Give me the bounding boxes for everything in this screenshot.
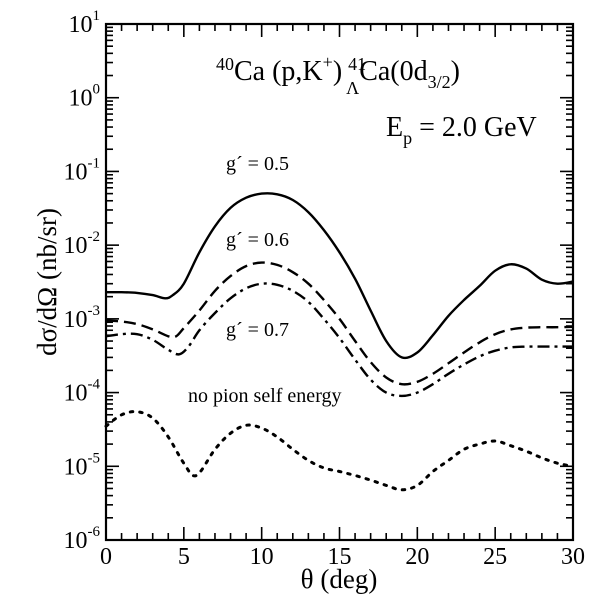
y-tick-label: 10-6 bbox=[64, 524, 101, 554]
y-tick-exponent: -3 bbox=[88, 303, 101, 319]
energy-symbol: E bbox=[386, 112, 403, 143]
series-line-3 bbox=[104, 410, 575, 492]
x-tick-label: 15 bbox=[328, 544, 352, 570]
series-label-no-pion: no pion self energy bbox=[188, 385, 342, 407]
x-tick-labels: 0 5 10 15 20 25 30 bbox=[100, 544, 585, 570]
y-axis-label: dσ/dΩ (nb/sr) bbox=[32, 208, 62, 356]
y-tick-label: 10-1 bbox=[64, 155, 101, 185]
energy-subscript: p bbox=[403, 128, 412, 148]
reaction-annotation: 40Ca (p,K+) 41 ΛCa(0d3/2) bbox=[216, 52, 460, 98]
reaction-part-d: ) bbox=[451, 56, 460, 87]
energy-annotation: Ep = 2.0 GeV bbox=[386, 112, 537, 148]
x-tick-label: 20 bbox=[405, 544, 429, 570]
y-tick-label: 100 bbox=[69, 82, 101, 112]
mass-number-a: 40 bbox=[216, 54, 234, 74]
mass-number-b: 41 bbox=[348, 54, 366, 74]
x-tick-label: 25 bbox=[483, 544, 507, 570]
x-tick-label: 30 bbox=[561, 544, 585, 570]
y-tick-exponent: 0 bbox=[93, 82, 101, 98]
y-tick-base: 10 bbox=[69, 86, 93, 112]
series-line-1 bbox=[105, 261, 574, 386]
y-tick-label: 10-3 bbox=[64, 303, 101, 333]
reaction-part-a: Ca (p,K bbox=[234, 56, 323, 87]
y-tick-base: 10 bbox=[69, 12, 93, 38]
series-line-0 bbox=[105, 192, 574, 360]
lambda-subscript: Λ bbox=[346, 78, 359, 98]
energy-value: = 2.0 GeV bbox=[412, 112, 537, 143]
y-tick-base: 10 bbox=[64, 528, 88, 554]
y-tick-base: 10 bbox=[64, 159, 88, 185]
y-tick-exponent: -6 bbox=[88, 524, 101, 540]
series-label-g07: g´ = 0.7 bbox=[226, 319, 289, 341]
y-tick-label: 10-5 bbox=[64, 450, 101, 480]
y-tick-base: 10 bbox=[64, 307, 88, 333]
x-axis-label: θ (deg) bbox=[301, 564, 378, 594]
y-tick-exponent: -1 bbox=[88, 155, 101, 171]
series-label-g05: g´ = 0.5 bbox=[226, 153, 289, 175]
x-tick-label: 0 bbox=[100, 544, 112, 570]
y-tick-exponent: -4 bbox=[88, 377, 101, 393]
y-tick-label: 10-4 bbox=[64, 377, 101, 407]
y-tick-base: 10 bbox=[64, 233, 88, 259]
axis-ticks bbox=[105, 23, 574, 541]
series-label-g06: g´ = 0.6 bbox=[226, 229, 289, 251]
reaction-part-c: Ca(0d bbox=[359, 56, 427, 87]
y-tick-label: 10-2 bbox=[64, 229, 101, 259]
series-line-2 bbox=[105, 282, 573, 398]
y-tick-base: 10 bbox=[64, 381, 88, 407]
series-layer bbox=[104, 192, 575, 492]
y-tick-exponent: -2 bbox=[88, 229, 101, 245]
kaon-charge: + bbox=[323, 52, 333, 72]
y-tick-label: 101 bbox=[69, 8, 101, 38]
plot-frame bbox=[104, 22, 575, 542]
y-tick-base: 10 bbox=[64, 454, 88, 480]
x-tick-label: 10 bbox=[250, 544, 274, 570]
x-tick-label: 5 bbox=[178, 544, 190, 570]
reaction-part-b: ) bbox=[333, 56, 342, 87]
orbital-subscript: 3/2 bbox=[428, 72, 451, 92]
y-tick-exponent: -5 bbox=[88, 450, 101, 466]
y-tick-exponent: 1 bbox=[93, 8, 101, 24]
